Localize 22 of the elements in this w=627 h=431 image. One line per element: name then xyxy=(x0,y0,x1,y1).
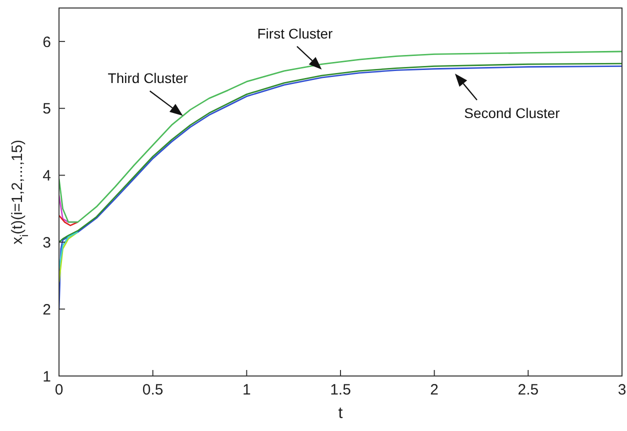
x-tick-label: 3 xyxy=(618,382,626,399)
line-series xyxy=(59,231,78,284)
x-tick-label: 0.5 xyxy=(142,382,164,399)
line-series xyxy=(59,50,622,223)
annotation: First Cluster xyxy=(257,25,334,42)
y-tick-label: 6 xyxy=(42,34,51,51)
y-tick-label: 5 xyxy=(42,100,51,118)
x-tick-label: 0 xyxy=(54,382,64,399)
annotation: Second Cluster xyxy=(464,104,560,121)
line-series xyxy=(59,231,78,270)
x-axis-title: t xyxy=(338,405,344,422)
x-tick-label: 1.5 xyxy=(330,382,351,399)
y-tick-label: 4 xyxy=(42,168,51,185)
line-series xyxy=(59,62,622,243)
y-tick-label: 1 xyxy=(42,368,51,386)
y-tick-label: 3 xyxy=(42,234,51,252)
y-tick-label: 2 xyxy=(42,301,51,318)
x-tick-label: 2.5 xyxy=(518,382,539,399)
line-series xyxy=(59,66,622,310)
x-tick-label: 1 xyxy=(242,382,251,399)
x-tick-label: 2 xyxy=(430,382,439,399)
annotation: Third Cluster xyxy=(108,70,188,86)
